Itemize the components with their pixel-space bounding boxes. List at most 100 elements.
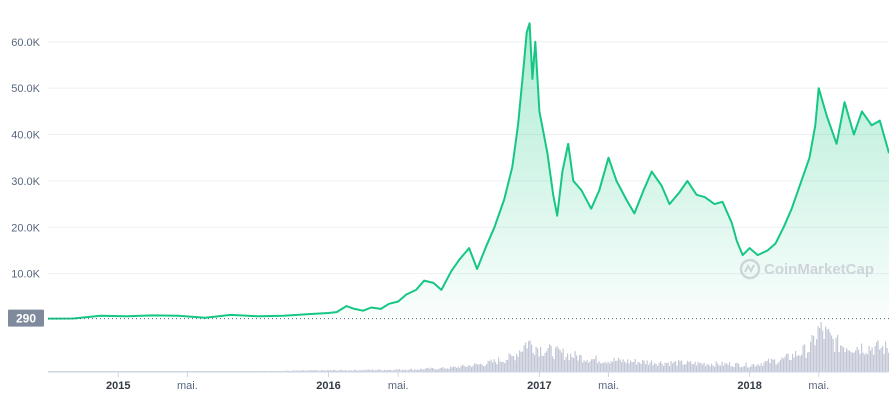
volume-bar [469, 365, 471, 372]
volume-bar [330, 370, 332, 372]
volume-bar [735, 363, 737, 372]
volume-bar [630, 360, 632, 372]
volume-bar [805, 357, 807, 372]
volume-bar [871, 347, 873, 372]
volume-bar [331, 370, 333, 372]
volume-bar [492, 362, 494, 372]
volume-bar [406, 370, 408, 372]
volume-bar [360, 370, 362, 372]
volume-bar [654, 363, 656, 372]
volume-bar [450, 366, 452, 372]
volume-bar [601, 362, 603, 372]
volume-bar [588, 362, 590, 372]
volume-bar [486, 364, 488, 372]
volume-bar [388, 369, 390, 372]
volume-bar [307, 370, 309, 372]
volume-bar [667, 362, 669, 372]
volume-bar [858, 349, 860, 372]
volume-bar [864, 354, 866, 372]
volume-bar [709, 366, 711, 372]
volume-bar [496, 364, 498, 372]
volume-bar [295, 370, 297, 372]
volume-bar [402, 369, 404, 372]
volume-bar [772, 359, 774, 372]
volume-bar [493, 359, 495, 372]
volume-bar [328, 370, 330, 372]
volume-bar [700, 363, 702, 372]
volume-bar [565, 356, 567, 372]
volume-bar [412, 370, 414, 372]
volume-bar [589, 361, 591, 372]
volume-bar [459, 368, 461, 372]
volume-bar [333, 369, 335, 372]
x-tick-label: 2017 [527, 380, 551, 392]
volume-bar [507, 359, 509, 372]
volume-bar [736, 362, 738, 372]
volume-bar [615, 361, 617, 372]
volume-bar [478, 364, 480, 372]
volume-bar [762, 366, 764, 372]
volume-bar [387, 369, 389, 372]
volume-bar [435, 369, 437, 372]
y-tick-label: 10.0K [11, 269, 40, 281]
volume-bar [808, 352, 810, 372]
volume-bar [517, 356, 519, 372]
volume-bar [783, 358, 785, 372]
volume-bar [553, 359, 555, 372]
volume-bar [610, 361, 612, 372]
volume-bar [690, 361, 692, 372]
volume-bar [345, 370, 347, 372]
volume-bar [756, 365, 758, 372]
volume-bar [523, 345, 525, 372]
volume-bar [318, 370, 320, 372]
volume-bar [454, 366, 456, 372]
volume-bar [361, 369, 363, 372]
volume-bar [531, 344, 533, 372]
volume-bar [288, 370, 290, 372]
volume-bar [792, 353, 794, 372]
volume-bar [622, 359, 624, 372]
x-tick-label: mai. [177, 380, 198, 392]
volume-bar [774, 359, 776, 372]
volume-bar [619, 359, 621, 372]
volume-bar [781, 357, 783, 372]
volume-bar [426, 368, 428, 372]
y-tick-label: 60.0K [11, 37, 40, 49]
volume-bar [396, 369, 398, 372]
volume-bar [646, 360, 648, 372]
volume-bar [879, 349, 881, 372]
volume-bar [409, 369, 411, 372]
volume-bar [289, 370, 291, 372]
volume-bar [303, 370, 305, 372]
volume-bar [516, 353, 518, 372]
volume-bar [634, 359, 636, 372]
volume-bar [640, 363, 642, 372]
volume-bar [876, 342, 878, 372]
volume-bar [370, 370, 372, 372]
volume-bar [867, 354, 869, 372]
volume-bar [726, 363, 728, 372]
volume-bar [697, 361, 699, 372]
watermark: CoinMarketCap [739, 258, 874, 280]
volume-bar [870, 350, 872, 372]
volume-bar [822, 330, 824, 372]
volume-bar [306, 370, 308, 372]
volume-bar [460, 365, 462, 372]
volume-bar [355, 370, 357, 372]
volume-bar [843, 347, 845, 372]
volume-bar [862, 352, 864, 372]
volume-bar [583, 360, 585, 372]
volume-bar [633, 361, 635, 372]
volume-bar [628, 363, 630, 372]
volume-bar [558, 348, 560, 372]
volume-bar [592, 359, 594, 372]
volume-bar [571, 357, 573, 372]
volume-bar [457, 366, 459, 372]
volume-bar [639, 362, 641, 372]
volume-bar [771, 358, 773, 372]
volume-bar [801, 354, 803, 372]
volume-bar [349, 370, 351, 372]
volume-bar [315, 370, 317, 372]
volume-bar [775, 364, 777, 372]
